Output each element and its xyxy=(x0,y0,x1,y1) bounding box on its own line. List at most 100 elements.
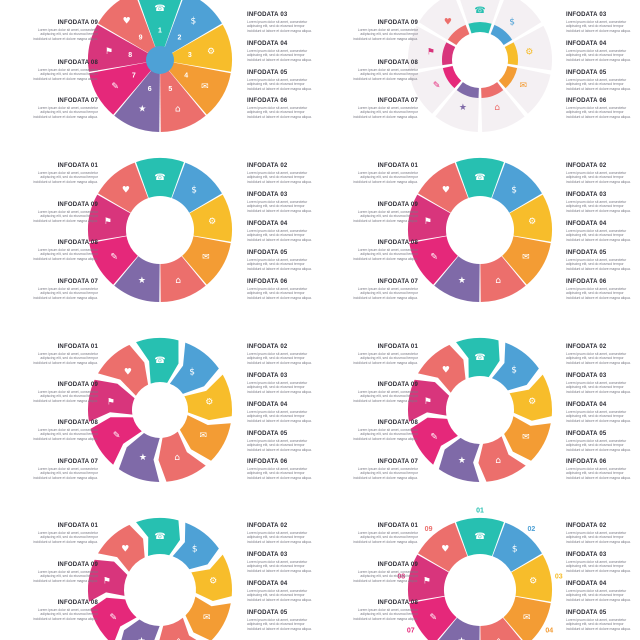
segment-number: 4 xyxy=(184,73,188,80)
segment-icon: ★ xyxy=(458,276,466,286)
segment-icon: ⌂ xyxy=(176,637,182,640)
segment-3 xyxy=(189,194,232,242)
segment-number: 08 xyxy=(397,574,405,581)
info-body: Lorem ipsum dolor sit amet, consectetur … xyxy=(247,560,312,573)
segment-icon: $ xyxy=(192,545,198,555)
info-title: INFODATA 05 xyxy=(247,70,288,76)
segment-number: 8 xyxy=(128,52,132,59)
info-body: Lorem ipsum dolor sit amet, consectetur … xyxy=(33,28,98,41)
info-title: INFODATA 09 xyxy=(377,562,418,568)
segment-icon: ⚙ xyxy=(525,47,533,57)
info-label-right: INFODATA 05 Lorem ipsum dolor sit amet, c… xyxy=(566,250,636,271)
segment-2 xyxy=(169,342,219,394)
info-title: INFODATA 09 xyxy=(377,202,418,208)
info-title: INFODATA 07 xyxy=(377,98,418,104)
info-title: INFODATA 07 xyxy=(57,98,98,104)
segment-icon: ⚑ xyxy=(423,577,431,587)
info-label-left: INFODATA 09 Lorem ipsum dolor sit amet, c… xyxy=(28,20,98,41)
info-label-left: INFODATA 09 Lorem ipsum dolor sit amet, c… xyxy=(348,202,418,223)
info-title: INFODATA 09 xyxy=(57,382,98,388)
segment-icon: $ xyxy=(191,185,197,195)
segment-accent-3 xyxy=(504,42,518,66)
info-body: Lorem ipsum dolor sit amet, consectetur … xyxy=(33,531,98,544)
info-label-right: INFODATA 06 Lorem ipsum dolor sit amet, c… xyxy=(247,279,317,300)
segment-icon: ★ xyxy=(138,105,146,115)
info-body: Lorem ipsum dolor sit amet, consectetur … xyxy=(566,439,631,452)
info-label-left: INFODATA 08 Lorem ipsum dolor sit amet, c… xyxy=(28,600,98,621)
segment-icon: ⚑ xyxy=(104,217,112,227)
info-body: Lorem ipsum dolor sit amet, consectetur … xyxy=(247,618,312,631)
info-label-left: INFODATA 08 Lorem ipsum dolor sit amet, c… xyxy=(348,60,418,81)
segment-number: 3 xyxy=(188,52,192,59)
segment-number: 5 xyxy=(168,86,172,93)
info-label-left: INFODATA 01 Lorem ipsum dolor sit amet, c… xyxy=(28,163,98,184)
info-title: INFODATA 05 xyxy=(566,70,607,76)
segment-6 xyxy=(434,256,480,302)
info-body: Lorem ipsum dolor sit amet, consectetur … xyxy=(247,258,312,271)
info-label-right: INFODATA 04 Lorem ipsum dolor sit amet, c… xyxy=(247,41,317,62)
segment-3 xyxy=(511,554,552,602)
segment-icon: ✉ xyxy=(202,253,210,263)
info-title: INFODATA 06 xyxy=(566,459,607,465)
info-title: INFODATA 05 xyxy=(247,610,288,616)
info-title: INFODATA 07 xyxy=(377,459,418,465)
segment-icon: ✉ xyxy=(523,613,531,623)
segment-icon: ♥ xyxy=(123,16,131,26)
info-label-right: INFODATA 03 Lorem ipsum dolor sit amet, c… xyxy=(566,373,636,394)
segment-icon: $ xyxy=(512,545,518,555)
segment-icon: ⌂ xyxy=(495,456,501,466)
segment-9 xyxy=(98,0,160,60)
info-label-left: INFODATA 01 Lorem ipsum dolor sit amet, c… xyxy=(28,523,98,544)
info-title: INFODATA 04 xyxy=(247,41,288,47)
segment-7 xyxy=(410,417,458,465)
info-title: INFODATA 05 xyxy=(566,431,607,437)
segment-icon: ☎ xyxy=(154,173,165,183)
segment-8 xyxy=(88,194,131,242)
info-title: INFODATA 01 xyxy=(377,163,418,169)
info-body: Lorem ipsum dolor sit amet, consectetur … xyxy=(247,352,312,365)
info-title: INFODATA 04 xyxy=(566,581,607,587)
segment-icon: $ xyxy=(511,365,517,375)
segment-4 xyxy=(504,416,551,461)
segment-4 xyxy=(502,236,551,285)
info-label-left: INFODATA 09 Lorem ipsum dolor sit amet, c… xyxy=(348,20,418,41)
info-body: Lorem ipsum dolor sit amet, consectetur … xyxy=(353,171,418,184)
segment-accent-5 xyxy=(481,82,504,98)
segment-9 xyxy=(98,524,145,572)
info-title: INFODATA 08 xyxy=(377,60,418,66)
segment-number: 07 xyxy=(407,628,415,635)
info-label-right: INFODATA 03 Lorem ipsum dolor sit amet, c… xyxy=(247,552,317,573)
info-body: Lorem ipsum dolor sit amet, consectetur … xyxy=(247,229,312,242)
segment-icon: ✉ xyxy=(203,613,211,623)
info-body: Lorem ipsum dolor sit amet, consectetur … xyxy=(566,467,631,480)
segment-8 xyxy=(88,559,128,602)
info-body: Lorem ipsum dolor sit amet, consectetur … xyxy=(247,531,312,544)
segment-icon: ✉ xyxy=(520,81,528,91)
segment-icon: ⚑ xyxy=(424,217,432,227)
info-title: INFODATA 02 xyxy=(566,523,607,529)
segment-7 xyxy=(409,596,457,640)
info-label-right: INFODATA 05 Lorem ipsum dolor sit amet, c… xyxy=(566,610,636,631)
info-label-right: INFODATA 03 Lorem ipsum dolor sit amet, c… xyxy=(247,12,317,33)
info-label-left: INFODATA 07 Lorem ipsum dolor sit amet, c… xyxy=(28,98,98,119)
info-title: INFODATA 09 xyxy=(377,382,418,388)
info-title: INFODATA 09 xyxy=(57,202,98,208)
info-label-right: INFODATA 05 Lorem ipsum dolor sit amet, c… xyxy=(247,431,317,452)
info-body: Lorem ipsum dolor sit amet, consectetur … xyxy=(247,410,312,423)
segment-7 xyxy=(90,417,142,465)
segment-icon: ♥ xyxy=(442,185,450,195)
segment-icon: ⚑ xyxy=(105,47,113,57)
info-body: Lorem ipsum dolor sit amet, consectetur … xyxy=(566,589,631,602)
info-body: Lorem ipsum dolor sit amet, consectetur … xyxy=(353,68,418,81)
info-label-left: INFODATA 08 Lorem ipsum dolor sit amet, c… xyxy=(348,420,418,441)
segment-icon: ✎ xyxy=(113,431,121,441)
info-body: Lorem ipsum dolor sit amet, consectetur … xyxy=(247,200,312,213)
segment-icon: ⚙ xyxy=(528,397,536,407)
info-label-right: INFODATA 05 Lorem ipsum dolor sit amet, c… xyxy=(566,431,636,452)
segment-2 xyxy=(492,522,542,572)
info-label-left: INFODATA 09 Lorem ipsum dolor sit amet, c… xyxy=(28,562,98,583)
info-label-left: INFODATA 07 Lorem ipsum dolor sit amet, c… xyxy=(28,459,98,480)
segment-icon: ♥ xyxy=(441,545,449,555)
